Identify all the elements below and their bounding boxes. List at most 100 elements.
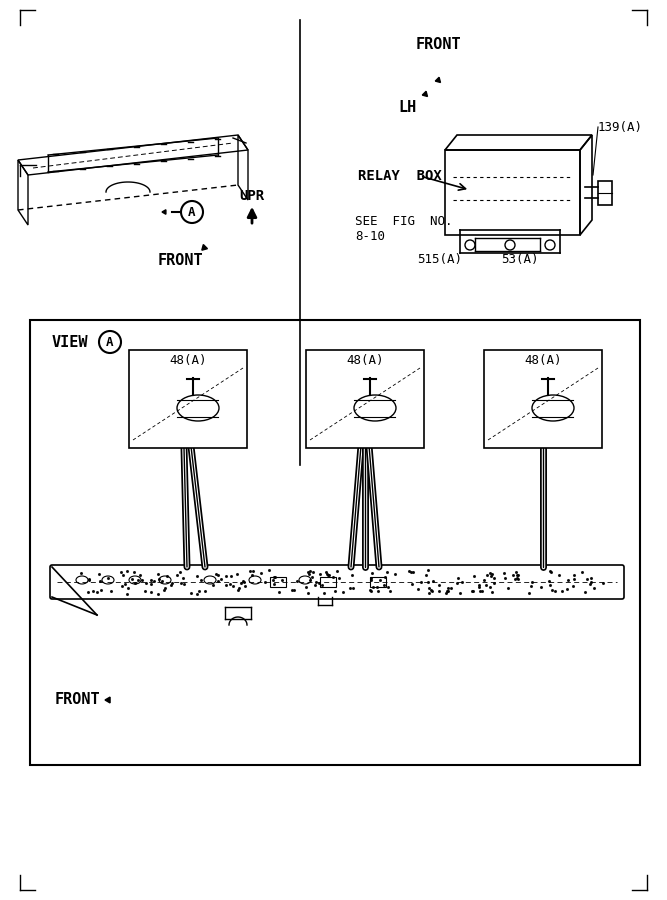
Point bbox=[366, 571, 376, 585]
Point bbox=[512, 571, 523, 585]
Point bbox=[500, 571, 511, 585]
Point bbox=[129, 564, 139, 579]
Bar bbox=[598, 181, 612, 205]
Point bbox=[498, 566, 509, 580]
Point bbox=[83, 584, 94, 598]
Text: A: A bbox=[188, 205, 195, 219]
Point bbox=[94, 566, 105, 580]
Point bbox=[486, 585, 497, 599]
Point bbox=[474, 578, 484, 592]
Point bbox=[382, 565, 392, 580]
Point bbox=[316, 578, 327, 592]
Point bbox=[486, 569, 496, 583]
Point bbox=[193, 584, 204, 598]
Point bbox=[119, 577, 130, 591]
Point bbox=[380, 570, 390, 584]
Point bbox=[303, 586, 313, 600]
Text: UPR: UPR bbox=[239, 189, 265, 203]
Point bbox=[442, 583, 452, 598]
Point bbox=[167, 576, 177, 590]
Point bbox=[475, 583, 486, 598]
Point bbox=[535, 580, 546, 594]
Point bbox=[466, 583, 477, 598]
Point bbox=[489, 576, 500, 590]
Polygon shape bbox=[105, 698, 110, 703]
Point bbox=[313, 575, 324, 590]
Text: 48(A): 48(A) bbox=[169, 354, 207, 367]
Point bbox=[234, 581, 245, 596]
Polygon shape bbox=[202, 245, 207, 250]
Point bbox=[582, 572, 592, 586]
Point bbox=[88, 584, 99, 598]
Point bbox=[225, 577, 235, 591]
Point bbox=[586, 571, 597, 585]
Point bbox=[122, 564, 133, 579]
Point bbox=[427, 584, 438, 598]
Point bbox=[557, 584, 568, 598]
Point bbox=[157, 574, 168, 589]
Point bbox=[95, 573, 105, 588]
Point bbox=[172, 568, 183, 582]
Point bbox=[221, 569, 231, 583]
Point bbox=[213, 574, 223, 589]
Text: 48(A): 48(A) bbox=[524, 354, 562, 367]
Point bbox=[176, 576, 187, 590]
Point bbox=[213, 568, 224, 582]
Point bbox=[446, 581, 456, 596]
Point bbox=[457, 575, 468, 590]
Point bbox=[329, 583, 340, 598]
Point bbox=[477, 583, 488, 598]
Point bbox=[117, 579, 127, 593]
Point bbox=[544, 578, 555, 592]
Point bbox=[373, 584, 384, 598]
Point bbox=[304, 572, 315, 587]
Point bbox=[162, 569, 173, 583]
Text: FRONT: FRONT bbox=[157, 253, 203, 268]
Point bbox=[453, 571, 464, 585]
Point bbox=[586, 574, 596, 589]
Point bbox=[408, 564, 419, 579]
Point bbox=[123, 580, 133, 595]
Point bbox=[513, 572, 524, 587]
Point bbox=[503, 581, 514, 596]
Point bbox=[148, 574, 159, 589]
Text: SEE  FIG  NO.: SEE FIG NO. bbox=[355, 215, 452, 228]
Point bbox=[527, 575, 538, 590]
Polygon shape bbox=[162, 210, 166, 214]
Point bbox=[413, 582, 424, 597]
Point bbox=[302, 564, 313, 579]
Point bbox=[179, 577, 189, 591]
Point bbox=[236, 576, 247, 590]
Point bbox=[323, 568, 334, 582]
Point bbox=[366, 584, 376, 598]
Point bbox=[84, 572, 95, 587]
Point bbox=[577, 565, 588, 580]
Point bbox=[165, 578, 176, 592]
Point bbox=[301, 580, 311, 594]
Point bbox=[562, 582, 573, 597]
Point bbox=[118, 568, 129, 582]
Point bbox=[103, 571, 113, 585]
Point bbox=[323, 568, 334, 582]
Point bbox=[207, 578, 218, 592]
Text: RELAY  BOX: RELAY BOX bbox=[358, 169, 442, 183]
Point bbox=[145, 577, 156, 591]
Point bbox=[91, 585, 102, 599]
Point bbox=[134, 568, 145, 582]
Point bbox=[434, 584, 444, 598]
Point bbox=[310, 578, 321, 592]
Point bbox=[568, 572, 579, 586]
Point bbox=[338, 584, 348, 598]
Point bbox=[366, 573, 376, 588]
Point bbox=[268, 572, 279, 587]
Point bbox=[406, 577, 417, 591]
Point bbox=[121, 587, 132, 601]
Point bbox=[288, 582, 299, 597]
Point bbox=[303, 567, 314, 581]
Point bbox=[334, 572, 344, 586]
Point bbox=[244, 563, 255, 578]
Point bbox=[231, 567, 242, 581]
Point bbox=[105, 584, 116, 598]
Point bbox=[443, 581, 454, 596]
Point bbox=[304, 563, 315, 578]
